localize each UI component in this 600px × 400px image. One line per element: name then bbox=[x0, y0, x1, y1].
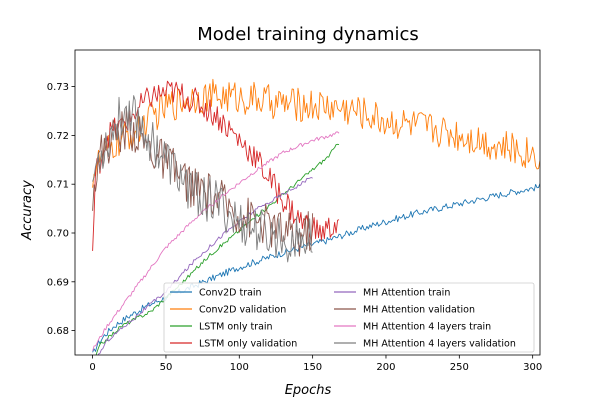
series-line-lstm-only-validation bbox=[92, 80, 340, 251]
legend-label: LSTM only validation bbox=[199, 339, 297, 350]
series-line-mh-attention-validation bbox=[92, 107, 314, 257]
y-tick-label: 0.68 bbox=[47, 326, 69, 337]
x-tick-label: 100 bbox=[230, 362, 249, 373]
series-line-mh-attention-train bbox=[97, 177, 313, 355]
x-tick-label: 0 bbox=[89, 362, 95, 373]
x-tick-label: 200 bbox=[376, 362, 395, 373]
legend-label: MH Attention train bbox=[363, 288, 450, 299]
series-line-conv2d-validation bbox=[92, 78, 540, 188]
series-layer bbox=[92, 78, 540, 355]
y-tick-label: 0.69 bbox=[47, 277, 69, 288]
x-tick-label: 250 bbox=[450, 362, 469, 373]
x-axis-label: Epochs bbox=[285, 383, 332, 398]
x-tick-label: 50 bbox=[160, 362, 173, 373]
y-tick-label: 0.73 bbox=[47, 82, 69, 93]
x-tick-label: 150 bbox=[303, 362, 322, 373]
legend-label: Conv2D validation bbox=[199, 305, 286, 316]
legend-label: MH Attention 4 layers train bbox=[363, 322, 491, 333]
legend-label: Conv2D train bbox=[199, 288, 262, 299]
ticks-layer: 0 50 100 150 200 250 300 0.68 0.69 0.70 0.71 0.72 0.… bbox=[47, 82, 542, 373]
legend-box bbox=[163, 282, 535, 353]
series-line-mh-attention-4-layers-train bbox=[92, 131, 340, 352]
y-tick-label: 0.71 bbox=[47, 180, 69, 191]
y-tick-label: 0.70 bbox=[47, 229, 69, 240]
chart-title: Model training dynamics bbox=[197, 24, 419, 45]
series-line-lstm-only-train bbox=[95, 143, 340, 355]
y-tick-label: 0.72 bbox=[47, 131, 69, 142]
legend-label: LSTM only train bbox=[199, 322, 273, 333]
series-line-mh-attention-4-layers-validation bbox=[92, 95, 313, 263]
legend-label: MH Attention validation bbox=[363, 305, 475, 316]
legend-label: MH Attention 4 layers validation bbox=[363, 339, 516, 350]
x-tick-label: 300 bbox=[523, 362, 542, 373]
legend: Conv2D train Conv2D validation LSTM only t… bbox=[163, 282, 535, 353]
y-axis-label: Accuracy bbox=[20, 180, 35, 241]
plot-frame bbox=[74, 49, 541, 356]
